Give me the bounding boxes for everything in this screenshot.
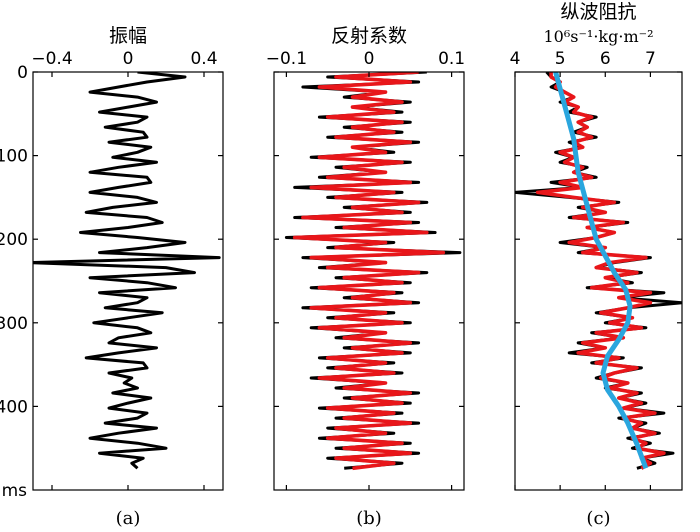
panel-impedance-series-1 <box>535 72 666 470</box>
panel-amplitude-title: 振幅 <box>109 25 147 47</box>
panel-amplitude-traces <box>33 72 221 470</box>
panel-reflectivity-xtick-label: 0 <box>364 49 375 69</box>
panel-impedance-xtick-label: 4 <box>510 49 521 69</box>
panel-amplitude-y-unit: ms <box>2 481 28 501</box>
panel-impedance-title: 纵波阻抗 <box>560 1 636 23</box>
panel-impedance-traces <box>515 72 682 470</box>
panel-amplitude-xtick-label: 0 <box>123 49 134 69</box>
panel-impedance-frame <box>514 71 683 491</box>
panel-reflectivity-xtick-label: 0.1 <box>438 49 465 69</box>
panel-reflectivity-label: (b) <box>356 508 382 529</box>
panel-amplitude-xtick-label: 0.4 <box>190 49 217 69</box>
panel-impedance-unit: 10⁶s⁻¹·kg·m⁻² <box>544 27 654 46</box>
panel-reflectivity-traces <box>284 72 462 471</box>
panel-amplitude-ytick-label: 400 <box>0 397 28 417</box>
panel-amplitude-ytick-label: 200 <box>0 230 28 250</box>
panel-amplitude-ytick-label: 0 <box>17 63 28 83</box>
panel-amplitude-ytick-label: 100 <box>0 147 28 167</box>
panel-amplitude-xtick-label: −0.4 <box>31 49 72 69</box>
panel-impedance-series-2 <box>553 72 649 470</box>
panel-impedance-xtick-label: 6 <box>600 49 611 69</box>
panel-reflectivity-xtick-label: −0.1 <box>266 49 307 69</box>
panel-amplitude-series-0 <box>33 72 221 470</box>
panel-impedance-xtick-label: 7 <box>645 49 656 69</box>
panel-impedance-xtick-label: 5 <box>555 49 566 69</box>
panel-amplitude-label: (a) <box>116 508 141 529</box>
panel-reflectivity-series-1 <box>292 72 446 471</box>
panel-impedance-series-0 <box>515 72 682 470</box>
panel-reflectivity-title: 反射系数 <box>331 25 407 47</box>
panel-impedance-label: (c) <box>586 508 610 529</box>
panel-amplitude-ytick-label: 300 <box>0 314 28 334</box>
